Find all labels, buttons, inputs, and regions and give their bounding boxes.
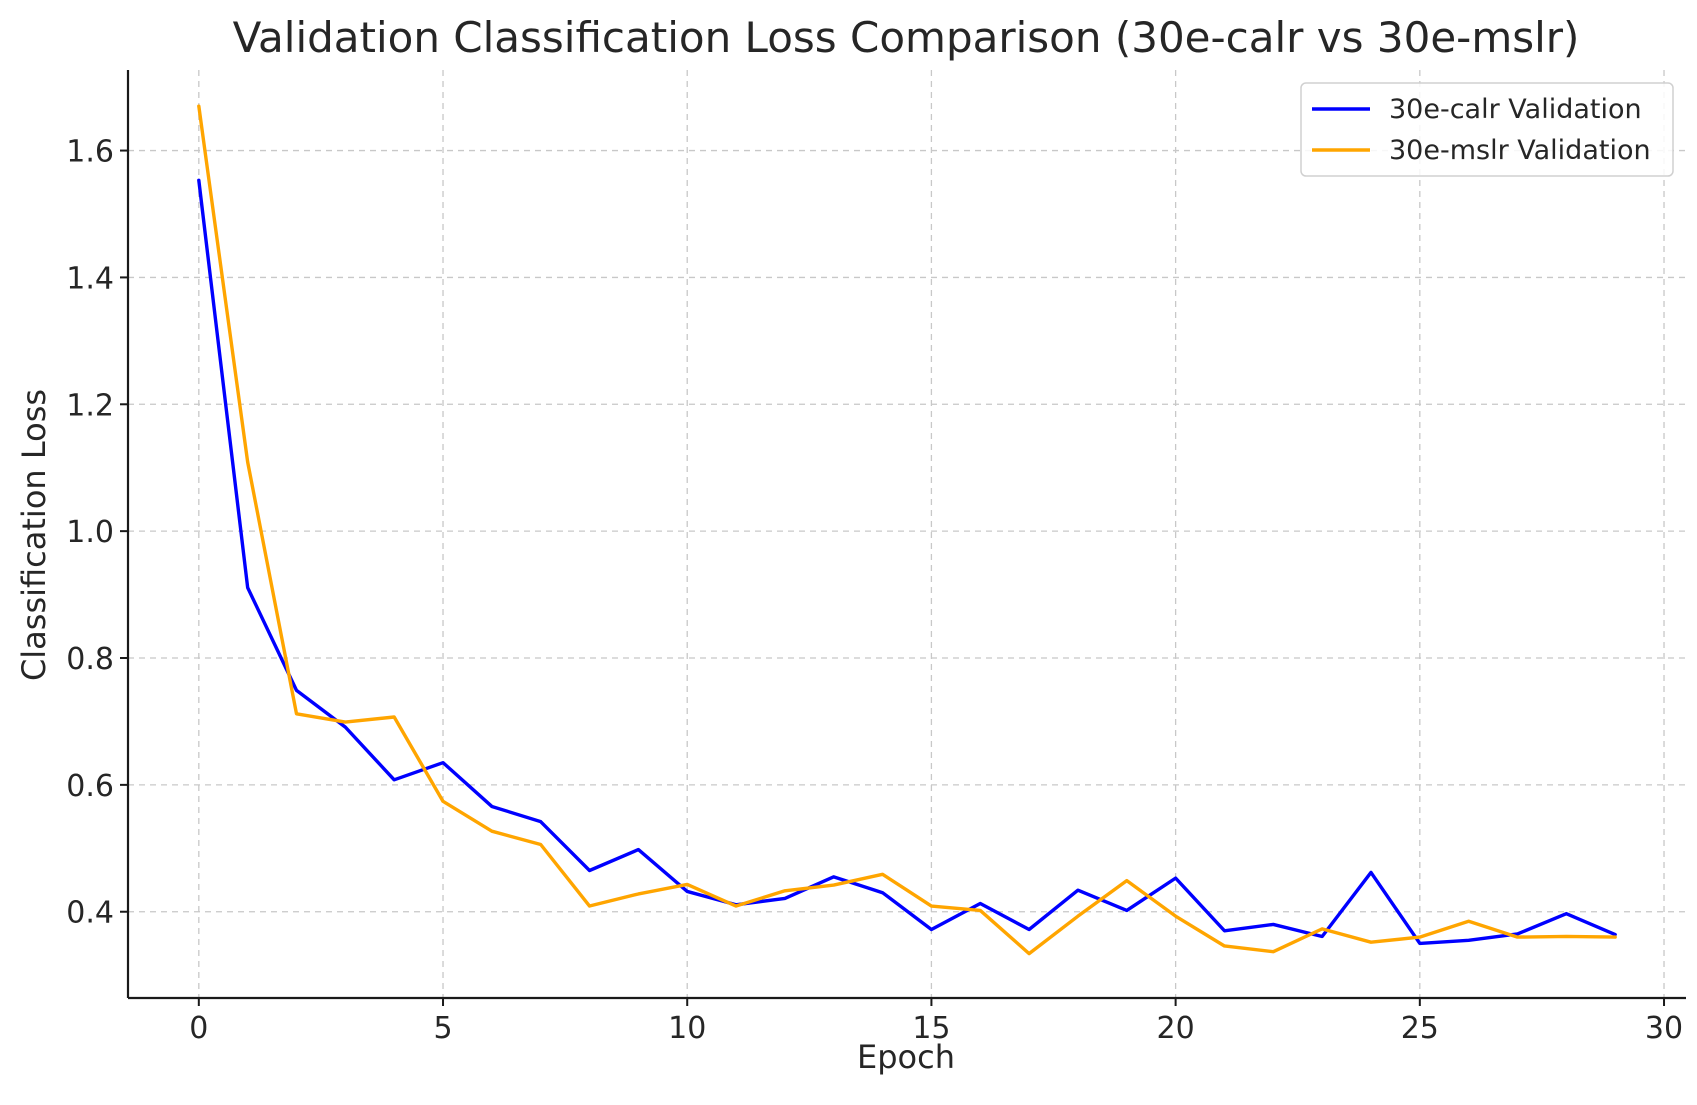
- x-tick-label: 5: [433, 1011, 452, 1046]
- x-tick-label: 0: [189, 1011, 208, 1046]
- x-tick-label: 20: [1157, 1011, 1195, 1046]
- x-tick-label: 25: [1401, 1011, 1439, 1046]
- y-tick-label: 0.4: [66, 896, 114, 931]
- y-tick-label: 0.8: [66, 642, 114, 677]
- x-tick-label: 10: [668, 1011, 706, 1046]
- legend-label-mslr: 30e-mslr Validation: [1389, 135, 1651, 166]
- y-axis-label: Classification Loss: [15, 389, 53, 681]
- legend-label-calr: 30e-calr Validation: [1389, 94, 1642, 125]
- y-tick-label: 0.6: [66, 769, 114, 804]
- y-tick-label: 1.6: [66, 135, 114, 170]
- legend: 30e-calr Validation 30e-mslr Validation: [1301, 83, 1673, 176]
- series-line-mslr: [199, 106, 1615, 953]
- grid: [128, 70, 1686, 998]
- y-tick-label: 1.4: [66, 261, 114, 296]
- y-tick-label: 1.0: [66, 515, 114, 550]
- series-line-calr: [199, 180, 1615, 943]
- x-tick-label: 30: [1645, 1011, 1683, 1046]
- y-tick-label: 1.2: [66, 388, 114, 423]
- x-axis-label: Epoch: [857, 1038, 955, 1076]
- axes: [128, 70, 1686, 998]
- chart-title: Validation Classification Loss Compariso…: [233, 13, 1580, 62]
- series-lines: [199, 106, 1615, 953]
